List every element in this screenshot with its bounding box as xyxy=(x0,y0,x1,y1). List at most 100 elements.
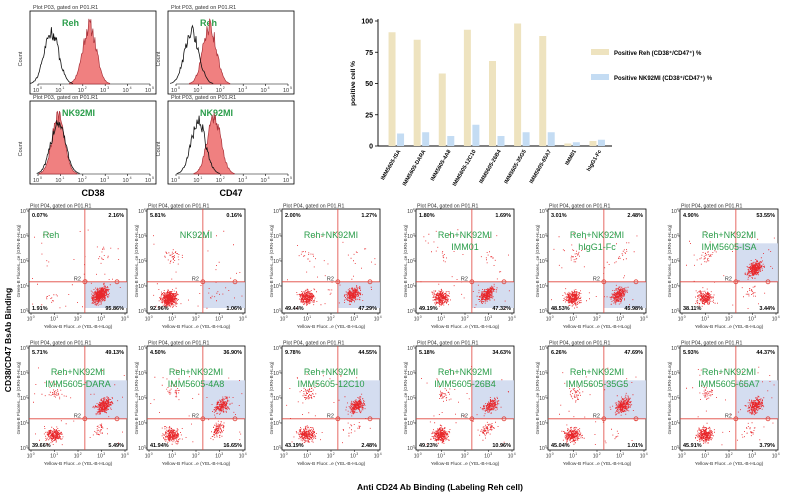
y-tick-label: 10 xyxy=(671,309,677,315)
x-tick-label: 10 xyxy=(78,178,84,184)
y-tick-label: 10 xyxy=(20,259,26,265)
y-tick-label: 10 xyxy=(138,209,144,215)
x-tick-label: hIgG1-Fc xyxy=(586,149,603,173)
scatter-panel: Plot P04, gated on P01.R1 Green-B Fluores… xyxy=(134,204,247,331)
scatter-panel: Plot P04, gated on P01.R1 Green-B Fluores… xyxy=(269,204,382,331)
x-tick-label: 10 xyxy=(192,317,198,323)
y-tick-exp: 2 xyxy=(413,395,415,399)
y-tick-label: 10 xyxy=(138,371,144,377)
x-tick-exp: 0 xyxy=(552,452,554,456)
stained-histogram xyxy=(193,112,235,175)
y-tick-label: 10 xyxy=(539,259,545,265)
x-tick-exp: 4 xyxy=(245,452,247,456)
x-tick-exp: 2 xyxy=(223,86,225,90)
plot-label: Plot P04, gated on P01.R1 xyxy=(417,204,479,210)
x-tick-label: 10 xyxy=(546,317,552,323)
plot-label: Plot P04, gated on P01.R1 xyxy=(549,204,611,210)
quadrant-lr-value: 95.86% xyxy=(105,306,124,312)
y-tick-exp: 2 xyxy=(279,395,281,399)
y-tick-label: 10 xyxy=(20,209,26,215)
sample-sublabel: IMM5605-4A8 xyxy=(168,379,225,389)
x-axis-label: Yellow-B Fluor...e (YEL-B-HLog) xyxy=(44,461,113,467)
x-tick-exp: 2 xyxy=(198,315,200,319)
control-histogram xyxy=(170,24,214,84)
x-tick-label: 10 xyxy=(171,178,177,184)
gate-region xyxy=(202,281,245,308)
y-tick-exp: 4 xyxy=(545,208,547,212)
y-tick-label: 10 xyxy=(407,209,413,215)
y-tick-label: 10 xyxy=(273,209,279,215)
y-tick-label: 10 xyxy=(138,346,144,352)
y-axis-label: Green-B Fluores...ce (GRN-B-HLog) xyxy=(535,361,540,434)
x-tick-exp: 3 xyxy=(103,315,105,319)
quadrant-ul-value: 3.01% xyxy=(551,213,567,219)
y-axis-label: Green-B Fluores...ce (GRN-B-HLog) xyxy=(667,224,672,297)
y-tick-exp: 0 xyxy=(144,445,146,449)
x-tick-exp: 4 xyxy=(130,176,132,180)
x-tick-label: 10 xyxy=(27,317,33,323)
quadrant-ur-value: 0.16% xyxy=(226,213,242,219)
quadrant-ul-value: 2.00% xyxy=(285,213,301,219)
x-tick-label: 10 xyxy=(569,317,575,323)
x-tick-exp: 1 xyxy=(707,452,709,456)
sample-sublabel: IMM5605-26B4 xyxy=(434,379,496,389)
bar xyxy=(463,29,471,146)
x-tick-label: 10 xyxy=(100,88,106,94)
sample-label: Reh+NK92MI xyxy=(702,230,756,240)
x-tick-exp: 2 xyxy=(599,315,601,319)
y-tick-exp: 3 xyxy=(144,233,146,237)
quadrant-lr-value: 10.96% xyxy=(492,443,511,449)
y-tick-label: 10 xyxy=(407,309,413,315)
y-tick-exp: 4 xyxy=(677,208,679,212)
y-tick-label: 10 xyxy=(20,371,26,377)
sample-label: Reh+NK92MI xyxy=(570,230,624,240)
bar xyxy=(397,133,405,146)
sample-sublabel: IMM5605-ISA xyxy=(701,242,756,252)
quadrant-ul-value: 6.26% xyxy=(551,350,567,356)
y-tick-label: 10 xyxy=(539,209,545,215)
x-tick-exp: 0 xyxy=(40,86,42,90)
sample-sublabel: IMM5605-35G5 xyxy=(566,379,629,389)
sample-sublabel: IMM5605-DARA xyxy=(45,379,111,389)
y-tick-exp: 4 xyxy=(26,208,28,212)
x-tick-exp: 1 xyxy=(62,176,64,180)
x-tick-label: 10 xyxy=(97,317,103,323)
y-tick-label: 10 xyxy=(138,309,144,315)
plot-label: Plot P04, gated on P01.R1 xyxy=(417,341,479,347)
y-tick-label: 10 xyxy=(539,234,545,240)
region-label: R2 xyxy=(74,276,81,282)
x-tick-label: 10 xyxy=(192,454,198,460)
y-tick-exp: 0 xyxy=(545,445,547,449)
x-tick-label: 10 xyxy=(123,88,129,94)
x-tick-label: 10 xyxy=(283,88,289,94)
quadrant-ul-value: 5.81% xyxy=(150,213,166,219)
x-tick-label: 10 xyxy=(171,88,177,94)
x-tick-exp: 2 xyxy=(333,315,335,319)
event-dots xyxy=(686,231,775,309)
x-tick-exp: 2 xyxy=(80,452,82,456)
quadrant-lr-value: 47.32% xyxy=(492,306,511,312)
x-tick-exp: 3 xyxy=(107,176,109,180)
y-tick-exp: 2 xyxy=(413,258,415,262)
y-tick-label: 10 xyxy=(671,209,677,215)
x-tick-label: 10 xyxy=(437,317,443,323)
x-tick-exp: 3 xyxy=(490,315,492,319)
x-tick-label: 10 xyxy=(55,178,61,184)
y-tick-exp: 2 xyxy=(677,258,679,262)
cell-label: Reh xyxy=(200,18,217,28)
quadrant-handle xyxy=(469,279,475,285)
y-tick-exp: 2 xyxy=(545,258,547,262)
y-tick-label: 10 xyxy=(273,396,279,402)
x-tick-label: 10 xyxy=(216,178,222,184)
event-dots xyxy=(420,229,510,309)
x-axis-label: Yellow-B Fluor...e (YEL-B-HLog) xyxy=(563,461,632,467)
bar xyxy=(422,132,430,146)
quadrant-handle xyxy=(335,416,341,422)
sample-sublabel: hIgG1-Fc xyxy=(578,242,616,252)
quadrant-handle xyxy=(633,416,639,422)
x-tick-label: 10 xyxy=(193,88,199,94)
stained-histogram xyxy=(38,110,78,175)
y-tick-label: 10 xyxy=(539,396,545,402)
quadrant-ll-value: 43.19% xyxy=(285,443,304,449)
x-tick-exp: 0 xyxy=(420,452,422,456)
